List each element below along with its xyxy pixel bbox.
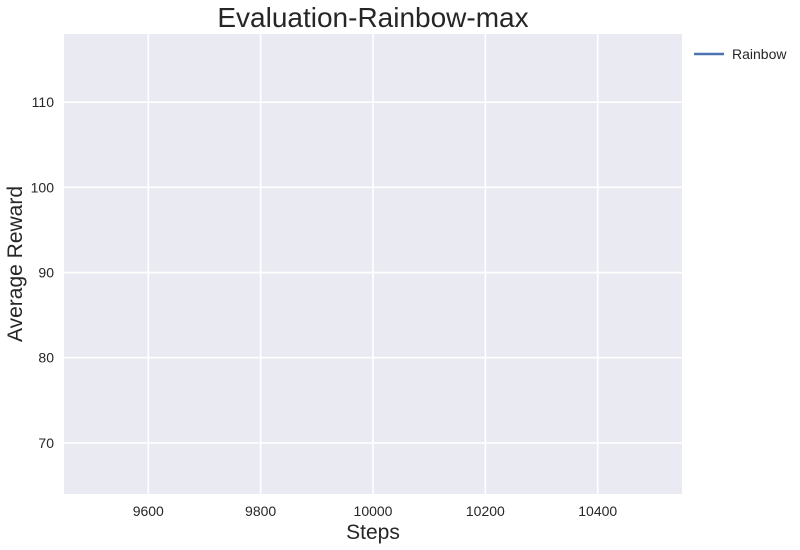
grid-lines bbox=[64, 34, 682, 494]
x-axis: 9600 9800 10000 10200 10400 bbox=[133, 503, 618, 519]
x-tick-label: 10200 bbox=[466, 503, 505, 519]
legend-label: Rainbow bbox=[732, 46, 787, 62]
y-tick-label: 110 bbox=[32, 94, 55, 110]
y-tick-label: 90 bbox=[38, 265, 54, 281]
legend: Rainbow bbox=[694, 46, 787, 62]
y-tick-label: 80 bbox=[38, 350, 54, 366]
y-tick-label: 100 bbox=[31, 179, 55, 195]
x-axis-label: Steps bbox=[346, 521, 400, 544]
x-tick-label: 10400 bbox=[578, 503, 617, 519]
x-tick-label: 9800 bbox=[245, 503, 276, 519]
x-tick-label: 10000 bbox=[354, 503, 393, 519]
y-tick-label: 70 bbox=[38, 435, 54, 451]
y-axis: 70 80 90 100 110 bbox=[31, 94, 55, 451]
x-tick-label: 9600 bbox=[133, 503, 164, 519]
y-axis-label: Average Reward bbox=[4, 186, 27, 342]
chart-title: Evaluation-Rainbow-max bbox=[217, 2, 528, 33]
